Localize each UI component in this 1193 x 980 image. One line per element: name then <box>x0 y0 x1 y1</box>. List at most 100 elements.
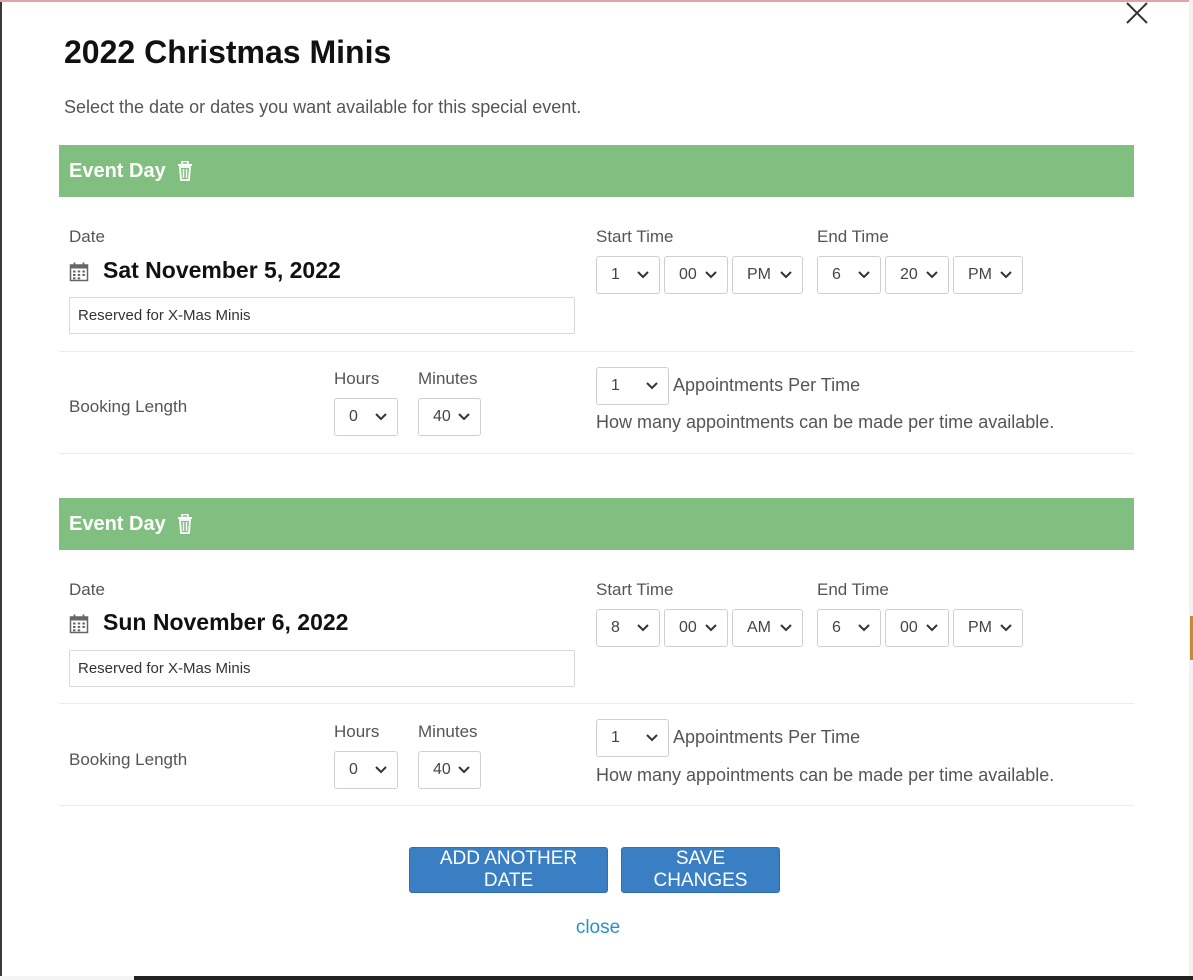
chevron-down-icon <box>780 271 792 279</box>
event-day-header: Event Day <box>59 145 1134 197</box>
event-note-input[interactable] <box>69 650 575 687</box>
start-ampm-select[interactable]: AM <box>732 609 803 647</box>
event-date[interactable]: Sat November 5, 2022 <box>69 257 341 284</box>
booking-minutes-select[interactable]: 40 <box>418 751 481 789</box>
appointments-select[interactable]: 1 <box>596 367 669 405</box>
end-hour-select[interactable]: 6 <box>817 609 881 647</box>
chevron-down-icon <box>926 624 938 632</box>
event-day-1: Event Day Date Sat November 5, 2022 Star… <box>59 145 1134 455</box>
end-time-label: End Time <box>817 227 889 246</box>
event-day-title: Event Day <box>69 159 166 182</box>
trash-icon[interactable] <box>176 160 194 181</box>
end-ampm-select[interactable]: PM <box>953 609 1023 647</box>
date-label: Date <box>69 580 105 599</box>
appointments-value: 1 <box>611 377 620 394</box>
end-hour-value: 6 <box>832 619 841 636</box>
close-link[interactable]: close <box>575 917 621 938</box>
calendar-icon <box>69 613 89 633</box>
end-ampm-select[interactable]: PM <box>953 256 1023 294</box>
chevron-down-icon <box>637 271 649 279</box>
start-minute-select[interactable]: 00 <box>664 256 728 294</box>
booking-minutes-value: 40 <box>433 761 451 778</box>
modal-title: 2022 Christmas Minis <box>64 34 392 70</box>
close-icon[interactable] <box>1122 0 1152 28</box>
start-hour-select[interactable]: 1 <box>596 256 660 294</box>
chevron-down-icon <box>705 271 717 279</box>
appointments-help-text: How many appointments can be made per ti… <box>596 765 1055 785</box>
appointments-value: 1 <box>611 729 620 746</box>
event-note-input[interactable] <box>69 297 575 334</box>
chevron-down-icon <box>1000 624 1012 632</box>
chevron-down-icon <box>458 766 470 774</box>
end-hour-select[interactable]: 6 <box>817 256 881 294</box>
event-day-title: Event Day <box>69 512 166 535</box>
save-changes-button[interactable]: SAVE CHANGES <box>621 847 780 893</box>
start-minute-value: 00 <box>679 619 697 636</box>
minutes-label: Minutes <box>418 369 478 388</box>
start-ampm-select[interactable]: PM <box>732 256 803 294</box>
trash-icon[interactable] <box>176 513 194 534</box>
start-hour-value: 1 <box>611 266 620 283</box>
booking-length-label: Booking Length <box>69 397 188 416</box>
chevron-down-icon <box>646 734 658 742</box>
end-minute-value: 00 <box>900 619 918 636</box>
start-minute-select[interactable]: 00 <box>664 609 728 647</box>
end-time-label: End Time <box>817 580 889 599</box>
start-hour-select[interactable]: 8 <box>596 609 660 647</box>
start-hour-value: 8 <box>611 619 620 636</box>
start-ampm-value: PM <box>747 266 771 283</box>
start-ampm-value: AM <box>747 619 771 636</box>
section-divider <box>59 703 1134 704</box>
chevron-down-icon <box>1000 271 1012 279</box>
background-marker <box>1190 616 1193 660</box>
event-day-header: Event Day <box>59 498 1134 550</box>
background-bottom-light <box>0 976 134 980</box>
booking-hours-value: 0 <box>349 761 358 778</box>
start-time-label: Start Time <box>596 227 674 246</box>
end-minute-select[interactable]: 00 <box>885 609 949 647</box>
end-ampm-value: PM <box>968 266 992 283</box>
end-hour-value: 6 <box>832 266 841 283</box>
window-top-edge <box>0 0 1193 2</box>
chevron-down-icon <box>780 624 792 632</box>
calendar-icon <box>69 261 89 281</box>
booking-hours-select[interactable]: 0 <box>334 398 398 436</box>
date-label: Date <box>69 227 105 246</box>
chevron-down-icon <box>637 624 649 632</box>
chevron-down-icon <box>926 271 938 279</box>
booking-minutes-select[interactable]: 40 <box>418 398 481 436</box>
appointments-per-time-label: Appointments Per Time <box>673 375 861 395</box>
background-bottom-strip <box>0 976 1193 980</box>
chevron-down-icon <box>646 382 658 390</box>
event-date-text: Sun November 6, 2022 <box>103 609 349 635</box>
booking-minutes-value: 40 <box>433 408 451 425</box>
appointments-help-text: How many appointments can be made per ti… <box>596 412 1055 432</box>
section-divider <box>59 453 1134 454</box>
chevron-down-icon <box>375 766 387 774</box>
event-date-text: Sat November 5, 2022 <box>103 257 341 283</box>
event-day-2: Event Day Date Sun November 6, 2022 Star… <box>59 498 1134 808</box>
end-ampm-value: PM <box>968 619 992 636</box>
minutes-label: Minutes <box>418 722 478 741</box>
add-another-date-button[interactable]: ADD ANOTHER DATE <box>409 847 608 893</box>
booking-hours-value: 0 <box>349 408 358 425</box>
start-time-label: Start Time <box>596 580 674 599</box>
chevron-down-icon <box>858 271 870 279</box>
modal-subtitle: Select the date or dates you want availa… <box>64 97 582 117</box>
booking-length-label: Booking Length <box>69 750 188 769</box>
appointments-per-time-label: Appointments Per Time <box>673 727 861 747</box>
event-date[interactable]: Sun November 6, 2022 <box>69 609 348 636</box>
end-minute-value: 20 <box>900 266 918 283</box>
section-divider <box>59 351 1134 352</box>
chevron-down-icon <box>375 413 387 421</box>
chevron-down-icon <box>858 624 870 632</box>
background-page-strip <box>1189 0 1193 980</box>
chevron-down-icon <box>458 413 470 421</box>
hours-label: Hours <box>334 722 380 741</box>
section-divider <box>59 805 1134 806</box>
hours-label: Hours <box>334 369 380 388</box>
chevron-down-icon <box>705 624 717 632</box>
end-minute-select[interactable]: 20 <box>885 256 949 294</box>
appointments-select[interactable]: 1 <box>596 719 669 757</box>
booking-hours-select[interactable]: 0 <box>334 751 398 789</box>
